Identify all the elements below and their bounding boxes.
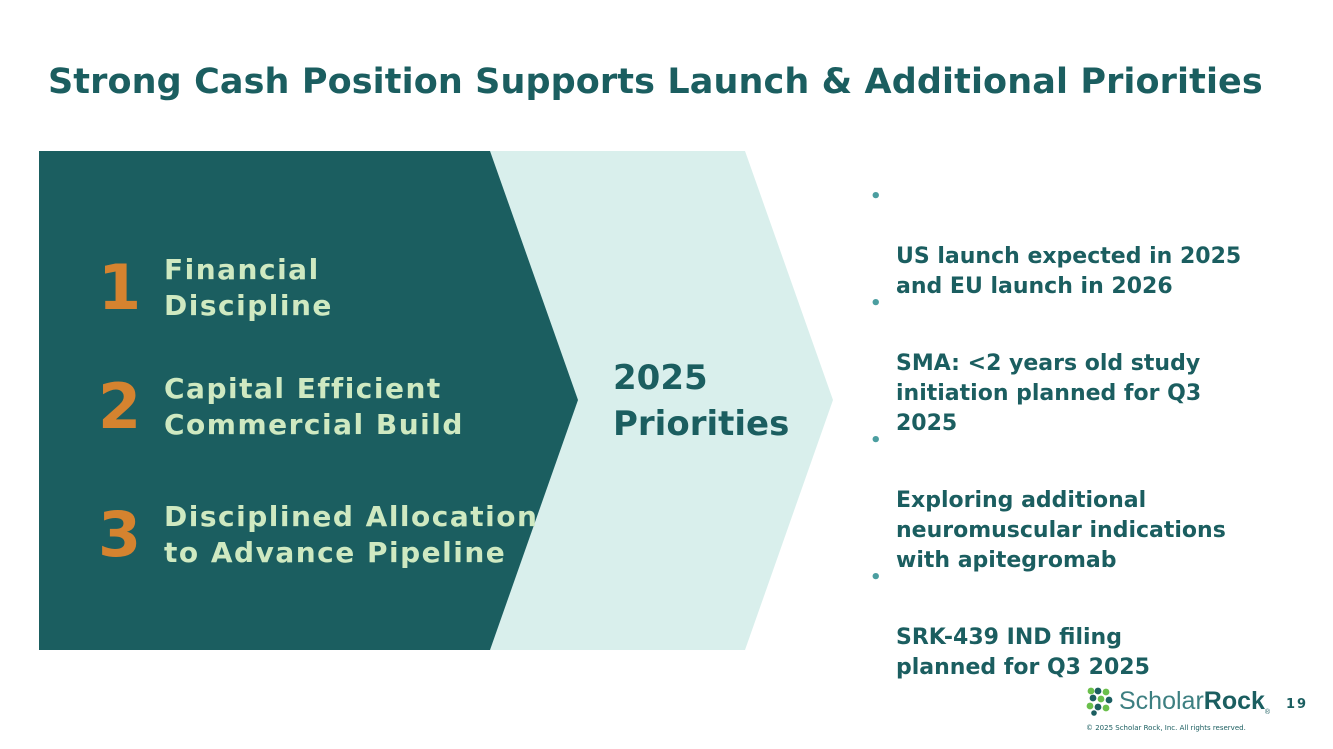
priority-item-1: 1 Financial Discipline <box>98 252 333 324</box>
center-label: 2025 Priorities <box>613 358 790 444</box>
bullet-text: Exploring additional neuromuscular indic… <box>896 488 1226 573</box>
bullet-item: • SMA: <2 years old study initiation pla… <box>870 289 1256 439</box>
logo-text-bold: Rock <box>1203 686 1265 715</box>
page-number: 19 <box>1286 697 1309 712</box>
bullet-dot-icon: • <box>870 186 882 207</box>
bullet-item: • US launch expected in 2025 and EU laun… <box>870 182 1256 302</box>
company-logo: ScholarRock® <box>1085 686 1270 716</box>
dark-chevron-shape <box>39 151 578 650</box>
logo-wordmark: ScholarRock® <box>1119 687 1270 716</box>
priority-number: 1 <box>98 251 142 324</box>
priority-item-3: 3 Disciplined Allocation to Advance Pipe… <box>98 499 538 571</box>
bullet-dot-icon: • <box>870 430 882 451</box>
scholar-rock-logo-icon <box>1086 687 1113 716</box>
bullet-dot-icon: • <box>870 293 882 314</box>
bullet-text: SRK-439 IND filing planned for Q3 2025 <box>896 625 1150 680</box>
priority-number: 2 <box>98 370 142 443</box>
priority-label: Capital Efficient Commercial Build <box>164 372 464 441</box>
bullet-item: • Exploring additional neuromuscular ind… <box>870 426 1256 576</box>
bullet-dot-icon: • <box>870 567 882 588</box>
priority-label: Financial Discipline <box>164 253 333 322</box>
bullet-item: • SRK-439 IND filing planned for Q3 2025 <box>870 563 1256 683</box>
trademark: ® <box>1264 708 1271 716</box>
priority-number: 3 <box>98 498 142 571</box>
logo-text-light: Scholar <box>1119 686 1204 715</box>
light-chevron-shape <box>490 151 833 650</box>
slide-title: Strong Cash Position Supports Launch & A… <box>48 62 1263 102</box>
bullet-text: SMA: <2 years old study initiation plann… <box>896 351 1202 436</box>
bullet-text: US launch expected in 2025 and EU launch… <box>896 244 1242 299</box>
priority-item-2: 2 Capital Efficient Commercial Build <box>98 371 464 443</box>
priority-label: Disciplined Allocation to Advance Pipeli… <box>164 500 539 569</box>
copyright-notice: © 2025 Scholar Rock, Inc. All rights res… <box>1086 724 1246 732</box>
